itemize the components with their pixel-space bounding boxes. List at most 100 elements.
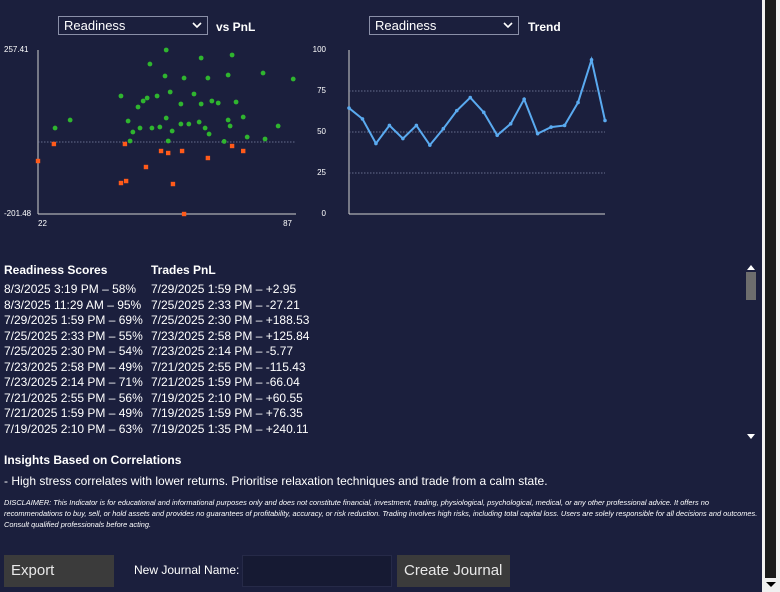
point xyxy=(562,123,567,128)
point xyxy=(428,143,432,147)
point xyxy=(186,121,192,127)
point xyxy=(576,100,580,105)
point xyxy=(275,123,281,129)
point xyxy=(179,148,185,154)
list-row: 7/23/2025 2:14 PM – 71% xyxy=(4,375,143,389)
point xyxy=(135,104,141,110)
point xyxy=(225,72,231,78)
readiness-column: Readiness Scores 8/3/2025 3:19 PM – 58% 8/… xyxy=(4,262,143,437)
point xyxy=(181,75,187,81)
point xyxy=(123,178,129,184)
point xyxy=(196,119,202,125)
create-button[interactable]: Create Journal xyxy=(397,555,510,587)
point xyxy=(206,131,212,137)
point xyxy=(401,136,405,141)
list-row: 7/25/2025 2:30 PM – 54% xyxy=(4,344,143,358)
y-tick-label: 25 xyxy=(317,168,326,177)
list-row: 7/21/2025 1:59 PM – -66.04 xyxy=(151,375,300,389)
point xyxy=(165,150,171,156)
point xyxy=(178,101,184,107)
point xyxy=(241,148,246,154)
point xyxy=(205,75,211,81)
insights-text: - High stress correlates with lower retu… xyxy=(4,474,548,488)
column-header: Trades PnL xyxy=(151,263,216,277)
trend-dropdown[interactable]: Readiness xyxy=(369,16,519,35)
point xyxy=(118,93,124,99)
pnl-column: Trades PnL 7/29/2025 1:59 PM – +2.95 7/25/… xyxy=(151,262,309,437)
point xyxy=(468,95,473,100)
point xyxy=(165,138,171,144)
list-row: 7/19/2025 1:59 PM – +76.35 xyxy=(151,406,303,420)
point xyxy=(221,139,227,144)
point xyxy=(169,128,175,134)
list-row: 7/29/2025 1:59 PM – 69% xyxy=(4,313,143,327)
list-row: 7/21/2025 1:59 PM – 49% xyxy=(4,406,143,420)
list-row: 7/29/2025 1:59 PM – +2.95 xyxy=(151,282,297,296)
list-row: 7/21/2025 2:55 PM – -115.43 xyxy=(151,359,306,374)
point xyxy=(178,121,184,127)
point xyxy=(374,141,378,146)
point xyxy=(229,143,235,149)
y-tick-label: 50 xyxy=(317,127,326,136)
point xyxy=(260,70,266,76)
point xyxy=(360,117,365,121)
point xyxy=(157,124,163,130)
y-tick-label: 0 xyxy=(322,209,327,218)
point xyxy=(347,106,351,110)
point xyxy=(262,136,268,142)
list-scrollbar[interactable] xyxy=(745,262,757,442)
point xyxy=(198,55,204,61)
list-row: 7/19/2025 2:10 PM – 63% xyxy=(4,421,143,436)
y-tick-label: 257.41 xyxy=(4,45,29,54)
list-row: 7/19/2025 1:35 PM – +240.11 xyxy=(151,421,309,436)
point xyxy=(35,158,41,164)
point xyxy=(454,108,459,113)
column-header: Readiness Scores xyxy=(4,263,108,277)
point xyxy=(441,126,446,131)
name-label: New Journal Name: xyxy=(134,563,240,577)
point xyxy=(508,122,513,126)
point xyxy=(229,52,235,58)
point xyxy=(163,115,169,121)
trend-line xyxy=(348,55,606,147)
point xyxy=(181,211,187,217)
point xyxy=(205,155,211,161)
point xyxy=(227,123,233,129)
point xyxy=(535,131,540,136)
point xyxy=(154,93,160,99)
point xyxy=(137,125,143,131)
insights-title: Insights Based on Correlations xyxy=(4,453,182,467)
point xyxy=(162,73,168,79)
point xyxy=(202,125,208,131)
point xyxy=(549,125,553,129)
point xyxy=(290,76,296,82)
dropdown-text: Readiness xyxy=(375,18,437,33)
point xyxy=(158,148,164,154)
point xyxy=(170,181,176,187)
point xyxy=(149,125,155,131)
point xyxy=(209,98,215,104)
point xyxy=(215,100,221,106)
trend-title: Trend xyxy=(528,20,561,34)
point xyxy=(140,98,146,104)
list-row: 7/23/2025 2:58 PM – 49% xyxy=(4,359,143,374)
point xyxy=(589,58,594,62)
list-row: 7/23/2025 2:14 PM – -5.77 xyxy=(151,344,294,358)
point xyxy=(167,89,173,95)
point xyxy=(414,123,419,128)
point xyxy=(127,138,133,144)
export-button[interactable]: Export Journal xyxy=(4,555,114,587)
list-row: 7/25/2025 2:33 PM – 55% xyxy=(4,328,143,343)
scatter-dropdown[interactable]: Readiness xyxy=(58,16,208,35)
point xyxy=(387,123,392,128)
y-tick-label: 100 xyxy=(313,45,327,54)
name-input[interactable] xyxy=(242,555,392,587)
scatter-title: vs PnL xyxy=(216,20,256,34)
list-row: 7/25/2025 2:30 PM – +188.53 xyxy=(151,313,310,327)
point xyxy=(198,101,204,107)
point xyxy=(130,129,136,135)
list-row: 7/19/2025 2:10 PM – +60.55 xyxy=(151,390,303,405)
x-tick-label: 22 xyxy=(38,219,47,228)
page-scrollbar[interactable] xyxy=(762,0,780,592)
